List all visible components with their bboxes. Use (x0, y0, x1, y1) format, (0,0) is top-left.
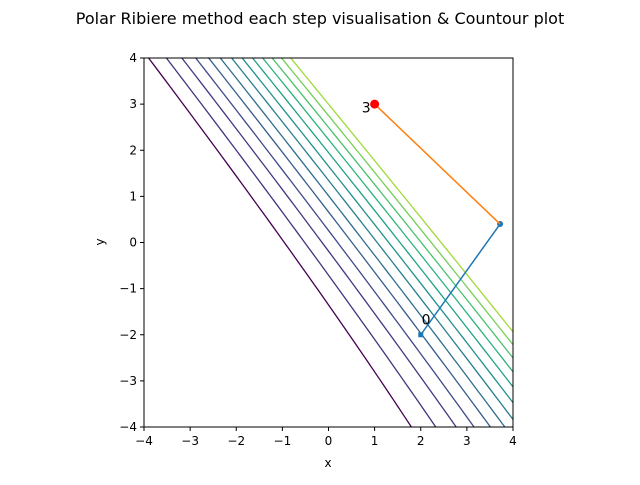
contour-line (251, 58, 513, 388)
points-layer (370, 99, 424, 338)
final-point (370, 99, 380, 109)
contour-line (181, 58, 457, 427)
contour-line (280, 58, 513, 346)
x-tick-label: −3 (181, 434, 199, 448)
contour-line (289, 58, 513, 333)
x-tick-label: −4 (135, 434, 153, 448)
start-point (418, 332, 424, 338)
y-tick-label: 1 (129, 189, 137, 203)
contour-line (230, 58, 513, 421)
x-tick-label: −2 (227, 434, 245, 448)
y-tick-label: −4 (119, 420, 137, 434)
contour-layer (147, 58, 513, 427)
annotation-layer: 03 (362, 100, 431, 328)
contour-line (165, 58, 437, 427)
contour-line (194, 58, 475, 427)
contour-line (271, 58, 513, 360)
x-tick-label: −1 (274, 434, 292, 448)
x-tick-label: 1 (371, 434, 379, 448)
plot-frame (143, 57, 514, 428)
y-axis-label: y (93, 238, 107, 245)
y-ticks: −4 −3 −2 −1 0 1 2 3 4 (119, 51, 144, 434)
y-tick-label: 3 (129, 97, 137, 111)
contour-line (261, 58, 513, 373)
y-tick-label: 2 (129, 143, 137, 157)
x-tick-label: 3 (463, 434, 471, 448)
contour-line (147, 58, 413, 427)
x-tick-label: 2 (417, 434, 425, 448)
step-line (420, 223, 501, 336)
step-line (374, 103, 501, 225)
x-tick-label: 0 (325, 434, 333, 448)
y-tick-label: 0 (129, 236, 137, 250)
y-tick-label: −3 (119, 374, 137, 388)
chart-title: Polar Ribiere method each step visualisa… (76, 9, 564, 28)
x-axis-label: x (324, 456, 331, 470)
x-tick-label: 4 (509, 434, 517, 448)
step-annotation: 0 (422, 313, 431, 329)
contour-line (241, 58, 513, 404)
step-annotation: 3 (362, 100, 371, 116)
y-tick-label: −1 (119, 282, 137, 296)
contour-line (219, 58, 506, 427)
x-ticks: −4 −3 −2 −1 0 1 2 3 4 (135, 427, 517, 448)
y-tick-label: 4 (129, 51, 137, 65)
y-tick-label: −2 (119, 328, 137, 342)
contour-line (207, 58, 492, 427)
